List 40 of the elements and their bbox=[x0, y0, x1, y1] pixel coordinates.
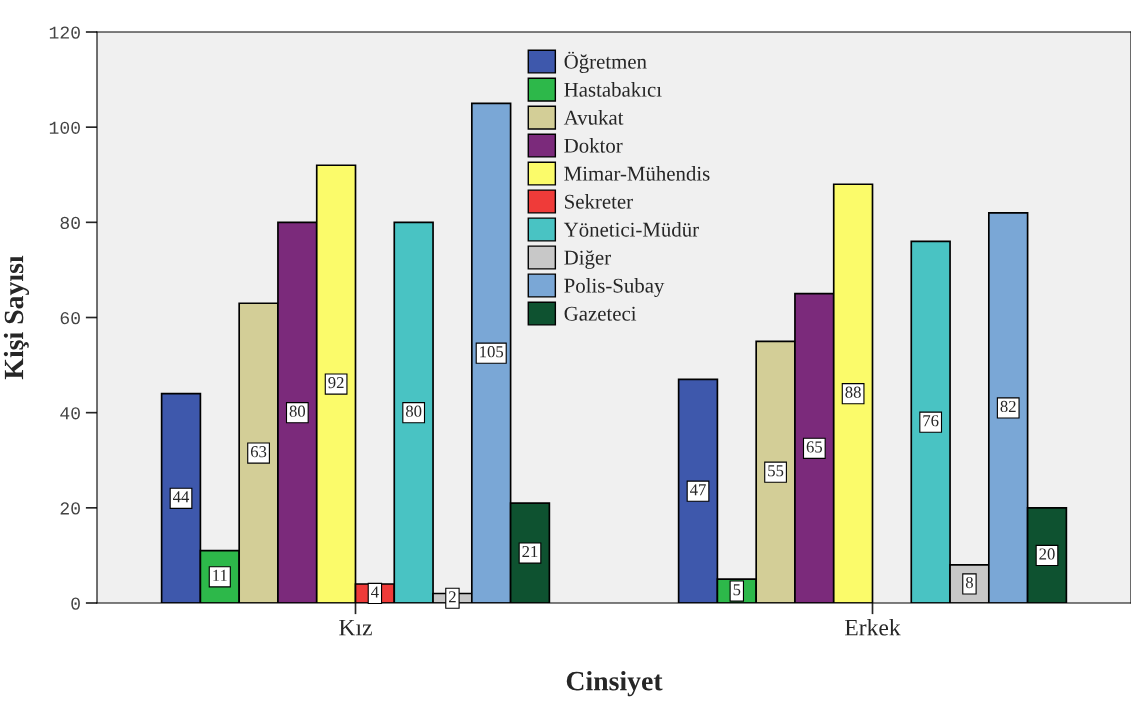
legend-label: Polis-Subay bbox=[564, 278, 665, 297]
y-axis-title: Kişi Sayısı bbox=[3, 255, 30, 380]
data-label: 63 bbox=[250, 446, 267, 458]
legend-label: Öğretmen bbox=[564, 51, 647, 74]
y-tick-label: 20 bbox=[60, 502, 80, 515]
y-tick-label: 40 bbox=[60, 407, 80, 420]
y-tick-label: 60 bbox=[60, 311, 80, 325]
y-tick-label: 0 bbox=[71, 597, 80, 610]
x-tick-label: Kız bbox=[339, 619, 372, 636]
data-label: 5 bbox=[733, 584, 741, 596]
data-label: 21 bbox=[522, 546, 538, 558]
data-label: 80 bbox=[405, 405, 422, 417]
legend-label: Sekreter bbox=[565, 194, 633, 209]
data-label: 92 bbox=[328, 377, 344, 389]
x-axis-title: Cinsiyet bbox=[566, 670, 663, 697]
legend-label: Mimar-Mühendis bbox=[564, 166, 710, 181]
data-label: 55 bbox=[768, 465, 784, 477]
data-label: 82 bbox=[1000, 400, 1016, 413]
legend-label: Yönetici-Müdür bbox=[563, 222, 699, 237]
x-tick-label: Erkek bbox=[844, 618, 901, 636]
y-tick-label: 100 bbox=[49, 121, 80, 134]
legend-label: Diğer bbox=[564, 250, 611, 269]
data-label: 8 bbox=[965, 576, 973, 589]
data-label: 65 bbox=[806, 441, 823, 453]
data-label: 4 bbox=[371, 586, 379, 598]
data-label: 47 bbox=[690, 484, 706, 496]
data-label: 20 bbox=[1039, 548, 1055, 560]
data-label: 88 bbox=[845, 386, 861, 398]
data-label: 2 bbox=[449, 591, 456, 603]
y-tick-label: 120 bbox=[49, 26, 80, 39]
data-label: 80 bbox=[289, 405, 306, 417]
legend-label: Gazeteci bbox=[564, 306, 637, 321]
legend-label: Avukat bbox=[563, 110, 624, 125]
data-label: 105 bbox=[480, 346, 504, 358]
data-label: 44 bbox=[173, 491, 190, 503]
legend-label: Doktor bbox=[564, 138, 623, 153]
data-label: 11 bbox=[213, 569, 227, 581]
legend-label: Hastabakıcı bbox=[564, 82, 662, 97]
y-tick-label: 80 bbox=[60, 216, 80, 230]
data-label: 76 bbox=[923, 415, 939, 427]
